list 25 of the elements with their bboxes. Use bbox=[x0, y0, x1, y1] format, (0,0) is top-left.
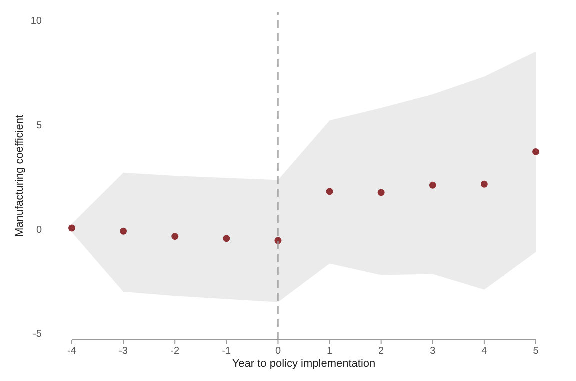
y-tick-label: 10 bbox=[30, 16, 42, 27]
x-tick-label: -3 bbox=[119, 346, 128, 357]
point bbox=[223, 235, 230, 242]
point bbox=[120, 228, 128, 235]
point bbox=[429, 182, 436, 189]
point bbox=[480, 180, 488, 188]
x-tick-label: 4 bbox=[482, 346, 488, 357]
y-tick-label: 5 bbox=[36, 120, 42, 132]
point bbox=[68, 224, 76, 232]
x-tick-label: 2 bbox=[378, 346, 385, 357]
y-tick-label: -5 bbox=[33, 329, 42, 340]
x-tick-label: -4 bbox=[68, 346, 77, 357]
x-axis-title: Year to policy implementation bbox=[232, 358, 376, 370]
point bbox=[378, 189, 385, 196]
y-tick-label: 0 bbox=[36, 224, 42, 236]
point bbox=[172, 233, 179, 240]
y-axis-title: Manufacturing coefficient bbox=[14, 114, 26, 238]
x-tick-label: -1 bbox=[222, 346, 232, 357]
x-tick-label: 3 bbox=[430, 346, 436, 357]
x-tick-label: -2 bbox=[170, 346, 180, 357]
x-tick-label: 1 bbox=[326, 346, 333, 357]
x-tick-label: 5 bbox=[533, 346, 540, 357]
point bbox=[532, 148, 540, 156]
point bbox=[326, 188, 334, 196]
x-tick-label: 0 bbox=[275, 346, 282, 357]
